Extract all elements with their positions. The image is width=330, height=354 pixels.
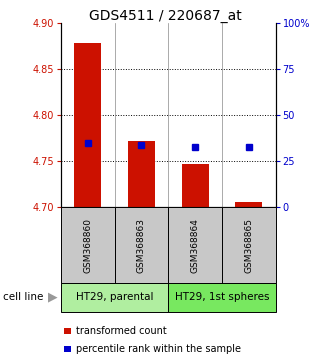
Text: GSM368860: GSM368860 <box>83 218 92 273</box>
Bar <box>61 283 168 312</box>
Text: transformed count: transformed count <box>76 326 167 336</box>
Bar <box>235 201 262 207</box>
Bar <box>222 207 276 283</box>
Bar <box>75 43 101 207</box>
Text: percentile rank within the sample: percentile rank within the sample <box>76 344 241 354</box>
Bar <box>61 207 115 283</box>
Text: HT29, 1st spheres: HT29, 1st spheres <box>175 292 269 302</box>
Bar <box>115 207 168 283</box>
Bar <box>128 141 155 207</box>
Text: cell line: cell line <box>3 292 44 302</box>
Bar <box>168 283 276 312</box>
Bar <box>168 207 222 283</box>
Text: GSM368863: GSM368863 <box>137 218 146 273</box>
Text: GSM368864: GSM368864 <box>191 218 200 273</box>
Text: GSM368865: GSM368865 <box>244 218 253 273</box>
Text: HT29, parental: HT29, parental <box>76 292 153 302</box>
Bar <box>182 164 209 207</box>
Text: ▶: ▶ <box>48 291 58 304</box>
Text: GDS4511 / 220687_at: GDS4511 / 220687_at <box>89 9 241 23</box>
